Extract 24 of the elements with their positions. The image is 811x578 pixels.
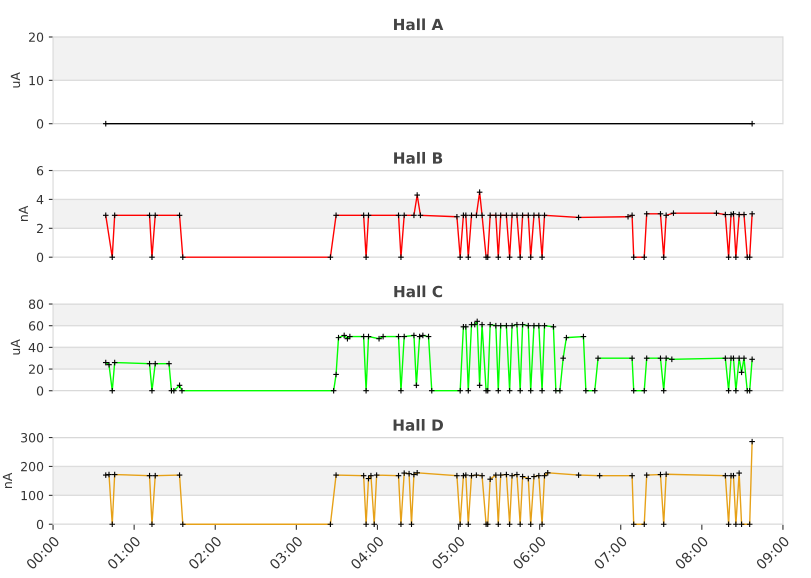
y-tick-label: 60 [28,321,44,331]
chart-title: Hall B [394,152,442,164]
y-tick-label: 200 [21,462,44,472]
y-tick-label: 0 [36,252,44,262]
y-tick-label: 40 [28,342,44,352]
chart-title: Hall D [394,418,443,431]
y-tick-label: 0 [36,386,44,396]
y-tick-label: 10 [29,76,44,86]
y-tick-label: 20 [29,364,44,374]
y-tick-label: 0 [36,119,44,129]
y-tick-label: 2 [36,224,43,234]
y-axis-title: nA [18,206,28,221]
chart-title: Hall A [394,18,444,30]
y-axis-title: nA [2,472,12,488]
y-tick-label: 0 [36,520,44,530]
y-tick-label: 6 [36,166,44,176]
y-tick-label: 80 [28,300,44,309]
y-tick-label: 300 [21,433,44,442]
y-tick-label: 4 [36,195,44,204]
chart-title: Hall C [394,285,442,298]
y-axis-title: uA [10,72,20,88]
y-tick-label: 100 [22,490,44,500]
y-tick-label: 20 [29,32,44,42]
y-axis-title: uA [10,339,20,355]
